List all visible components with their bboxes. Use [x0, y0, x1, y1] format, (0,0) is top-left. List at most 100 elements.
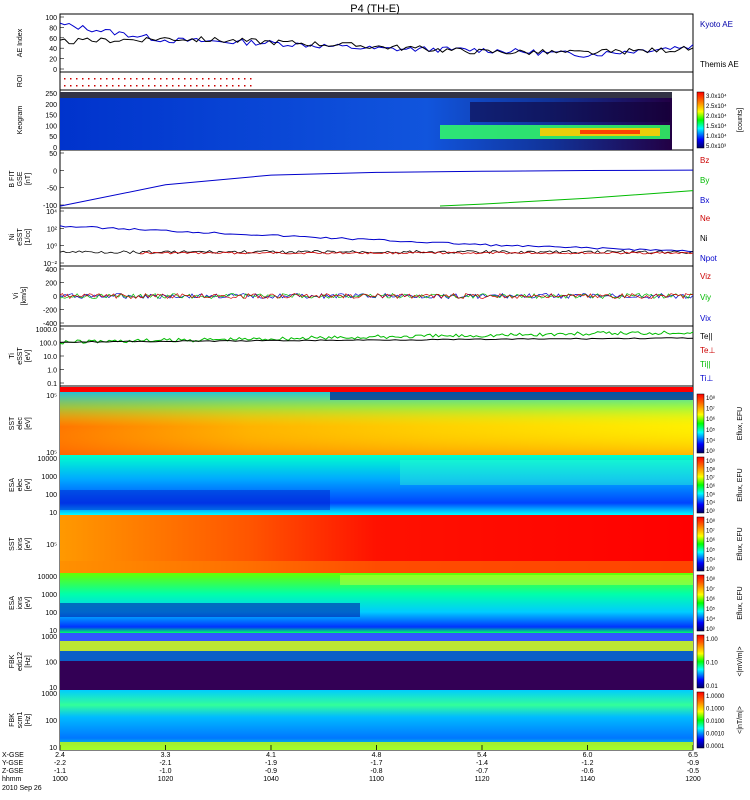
roi-dot [202, 85, 204, 87]
date-label: 2010 Sep 26 [2, 785, 42, 792]
ylabel-sst_e: SST [9, 416, 16, 430]
colorbar-tick-sst_i: 10⁵ [706, 547, 716, 554]
orbit-row-value: 2.4 [55, 752, 65, 759]
colorbar-esa_e [696, 456, 705, 514]
bfit-bx-line [59, 169, 694, 207]
fbk-e-band-blue [60, 651, 693, 661]
colorbar-label-esa_i: Eflux, EFU [737, 586, 744, 619]
orbit-row-value: 1020 [158, 776, 174, 783]
ytick-bfit: 0 [53, 168, 57, 175]
panel-frame-ni [59, 207, 694, 267]
ylabel-ni: eSST [17, 228, 24, 246]
legend-ti: Ti⊥ [700, 374, 713, 383]
colorbar-tick-sst_i: 10⁶ [706, 537, 716, 544]
orbit-row-label: hhmm [2, 776, 22, 783]
ylabel-esa_i: [eV] [25, 597, 32, 610]
sst-elec-top-dropout [330, 392, 693, 400]
legend-bfit: By [700, 176, 709, 185]
colorbar-tick-keogram: 1.5x10⁴ [706, 123, 727, 130]
colorbar-tick-fbk_e: 1.00 [706, 637, 718, 643]
colorbar-keogram [696, 91, 705, 149]
orbit-row-value: 1140 [580, 776, 595, 783]
legend-ni: Ni [700, 234, 708, 243]
ytick-esa_e: 10 [49, 510, 57, 517]
spectrogram-fills [60, 92, 693, 750]
ytick-esa_e: 100 [45, 492, 57, 499]
roi-dot [82, 85, 84, 87]
legend-ae: Themis AE [700, 60, 739, 69]
ylabel-bfit: [nT] [25, 173, 32, 185]
roi-dot [226, 78, 228, 80]
ytick-ae: 60 [49, 36, 57, 43]
orbit-row-value: -0.9 [265, 768, 277, 775]
orbit-row-label: Y-GSE [2, 760, 23, 767]
ytick-vi: -200 [43, 308, 57, 315]
sst-elec-overlay [60, 392, 693, 455]
roi-dot [226, 85, 228, 87]
colorbar-label-sst_e: Eflux, EFU [737, 407, 744, 440]
roi-dot [124, 78, 126, 80]
roi-dot [142, 78, 144, 80]
colorbar-tick-sst_e: 10⁸ [706, 395, 716, 402]
colorbar-tick-sst_e: 10⁵ [706, 427, 716, 434]
ylabel-fbk_b: [Hz] [25, 714, 32, 727]
roi-dot [160, 85, 162, 87]
roi-dot [76, 78, 78, 80]
roi-dot [166, 78, 168, 80]
colorbar-sst_i [696, 516, 705, 572]
roi-dot [130, 78, 132, 80]
colorbar-tick-sst_i: 10³ [706, 567, 715, 573]
colorbar-tick-esa_i: 10⁷ [706, 586, 715, 593]
ti-ti-par-line [59, 330, 694, 345]
panel-frame-roi [59, 71, 694, 91]
orbit-row-value: -1.9 [265, 760, 277, 767]
ylabel-ni: [1/cc] [25, 229, 32, 246]
roi-dot [244, 85, 246, 87]
orbit-row-value: 1120 [474, 776, 489, 783]
ylabel-ni: Ni [9, 233, 16, 240]
ytick-ti: 0.1 [47, 381, 57, 388]
orbit-row-label: X-GSE [2, 752, 24, 759]
roi-dot [106, 78, 108, 80]
ytick-sst_e: 10⁵ [46, 393, 57, 400]
ytick-esa_e: 10000 [38, 456, 58, 463]
colorbar-tick-esa_e: 10⁴ [706, 500, 716, 507]
sst-ions-bottom [60, 561, 693, 573]
ylabel-ti: eSST [17, 347, 24, 365]
roi-dot [112, 78, 114, 80]
roi-dot [250, 85, 252, 87]
colorbar-tick-esa_e: 10⁵ [706, 491, 716, 498]
ytick-ti: 100.0 [39, 341, 57, 348]
roi-dot [142, 85, 144, 87]
esa-ions-high-band [340, 575, 693, 585]
legend-vi: Vix [700, 314, 711, 323]
roi-dot [196, 78, 198, 80]
ytick-bfit: 50 [49, 151, 57, 158]
colorbar-tick-esa_i: 10⁸ [706, 576, 716, 583]
ytick-vi: 200 [45, 281, 57, 288]
ylabel-fbk_b: scm1 [17, 712, 24, 729]
ylabel-sst_i: ions [17, 537, 24, 550]
roi-dot [238, 85, 240, 87]
ytick-fbk_b: 10 [49, 745, 57, 752]
colorbar-fbk_b [696, 691, 705, 749]
ytick-vi: -400 [43, 321, 57, 328]
legend-ti: Te⊥ [700, 346, 715, 355]
roi-dot [148, 85, 150, 87]
colorbar-tick-keogram: 5.0x10³ [706, 144, 726, 150]
ylabel-sst_i: SST [9, 536, 16, 550]
colorbar-tick-fbk_b: 0.0001 [706, 744, 725, 750]
panel-frame-ae [59, 13, 694, 73]
orbit-row-value: 1040 [263, 776, 279, 783]
ytick-fbk_b: 100 [45, 718, 57, 725]
keogram-dark-region [470, 102, 670, 122]
roi-dot [208, 78, 210, 80]
ni-ne-line [140, 251, 694, 255]
roi-dot [100, 85, 102, 87]
colorbar-tick-sst_i: 10⁴ [706, 556, 716, 563]
colorbar-tick-esa_e: 10⁶ [706, 483, 716, 490]
bfit-by-line [439, 190, 694, 207]
roi-dot [118, 85, 120, 87]
ytick-sst_i: 10⁵ [46, 542, 57, 549]
fbk-b-fill [60, 690, 693, 750]
